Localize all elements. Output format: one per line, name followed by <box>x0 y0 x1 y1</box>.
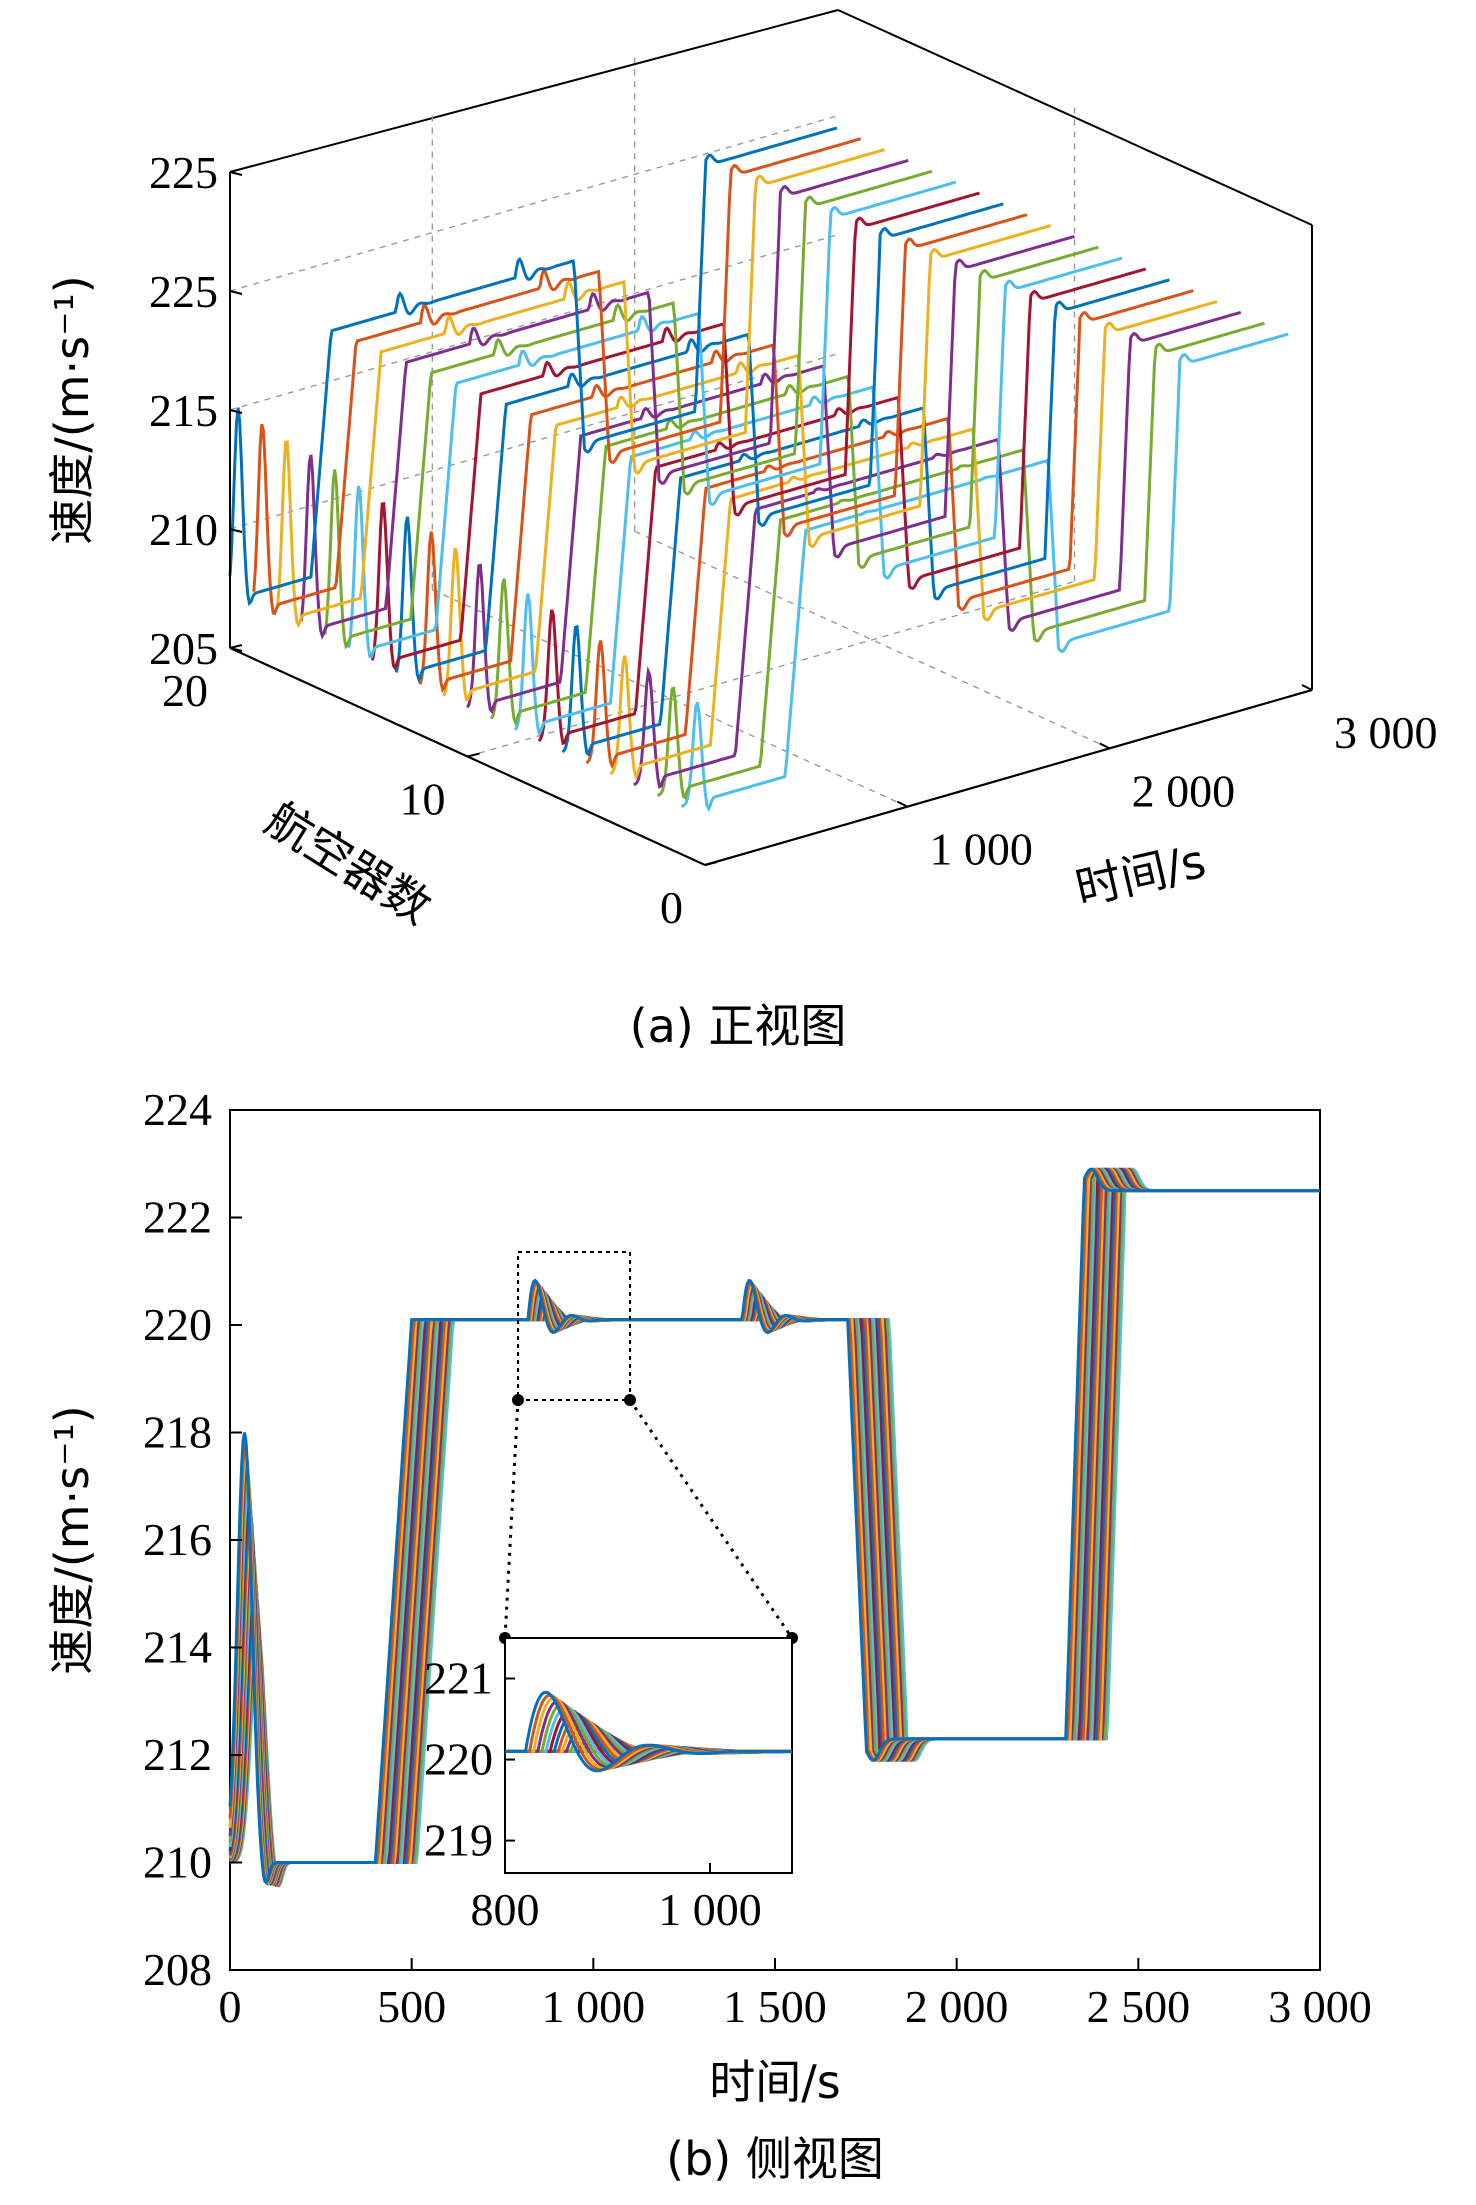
panel-a-grid-line <box>432 589 908 808</box>
inset-xtick-label: 1 000 <box>658 1884 762 1935</box>
panel-a-series-line <box>299 158 909 640</box>
inset-xtick-label: 800 <box>471 1884 540 1935</box>
panel-b-series-line <box>228 1167 1320 1885</box>
zoom-dot <box>512 1394 524 1406</box>
panel-a-ylabel: 速度/(m·s⁻¹) <box>45 275 99 545</box>
panel-b-xtick-label: 1 500 <box>723 1981 827 2032</box>
panel-a-series-line <box>228 126 838 607</box>
zoom-region-box <box>517 1251 631 1401</box>
panel-a-grid-line <box>229 115 838 292</box>
panel-a-series-line <box>252 137 862 616</box>
panel-b-ytick-label: 220 <box>143 1299 212 1350</box>
panel-a-xtick-mark <box>1301 684 1313 691</box>
panel-a-ztick-mark <box>704 861 718 866</box>
panel-a-ytick-label: 215 <box>149 385 218 436</box>
panel-a-xtick-label: 2 000 <box>1132 765 1236 816</box>
panel-a-series-lines <box>228 126 1289 813</box>
panel-a-grid-line <box>229 234 838 411</box>
panel-a-ztick-mark <box>229 644 243 649</box>
panel-b-ticks: 208 210 212 214 216 218 220 222 224 0 500 1 000 1 50… <box>143 1084 1372 2032</box>
panel-a-caption: (a) 正视图 <box>630 999 847 1053</box>
panel-a-series-line <box>418 213 1028 694</box>
panel-b-side-chart: 208 210 212 214 216 218 220 222 224 0 500 1 000 1 50… <box>45 1084 1372 2186</box>
panel-a-series-line <box>466 234 1075 714</box>
panel-b-ytick-label: 216 <box>143 1514 212 1565</box>
panel-a-ytick-mark <box>229 409 243 414</box>
panel-a-ytick-mark <box>229 290 243 295</box>
panel-a-series-line <box>442 224 1052 702</box>
zoom-connector-right <box>628 1399 794 1639</box>
panel-a-ztick-mark <box>467 752 480 758</box>
panel-b-ytick-label: 224 <box>143 1084 212 1135</box>
panel-a-grid-line <box>229 353 838 530</box>
panel-a-ytick-mark <box>229 528 243 533</box>
panel-a-series-line <box>680 332 1289 813</box>
panel-a-xtick-label: 1 000 <box>929 824 1032 875</box>
panel-a-ticks: 205 210 215 225 225 1 000 2 000 3 000 0 10 20 <box>149 147 1438 933</box>
inset-ticks: 219 220 221 800 1 000 <box>424 1653 762 1935</box>
panel-a-series-line <box>561 278 1170 757</box>
inset-ytick-label: 219 <box>424 1815 493 1866</box>
panel-b-ylabel: 速度/(m·s⁻¹) <box>45 1405 99 1675</box>
panel-a-grid-line <box>634 530 1110 749</box>
panel-b-xtick-label: 3 000 <box>1268 1981 1372 2032</box>
panel-a-xlabel: 时间/s <box>1070 834 1210 916</box>
panel-a-series-line <box>513 256 1123 737</box>
panel-a-series-line <box>276 148 885 629</box>
panel-a-ztick-label: 10 <box>400 774 446 825</box>
panel-a-series-line <box>323 169 933 650</box>
panel-a-series-line <box>609 300 1218 780</box>
zoom-dot <box>624 1394 636 1406</box>
inset-ytick-label: 220 <box>424 1734 493 1785</box>
panel-b-ytick-label: 208 <box>143 1944 212 1995</box>
panel-b-xtick-label: 0 <box>219 1981 242 2032</box>
panel-a-series-line <box>633 310 1242 789</box>
panel-a-ytick-mark <box>229 171 243 176</box>
panel-a-ytick-label: 225 <box>149 147 218 198</box>
panel-a-series-line <box>537 267 1147 746</box>
panel-b-xtick-label: 2 500 <box>1087 1981 1191 2032</box>
inset-ytick-label: 221 <box>424 1653 493 1704</box>
panel-b-ytick-label: 218 <box>143 1407 212 1458</box>
panel-b-ytick-label: 212 <box>143 1729 212 1780</box>
panel-a-3d-chart: 205 210 215 225 225 1 000 2 000 3 000 0 10 20 速度/(… <box>45 9 1438 1053</box>
panel-b-xtick-label: 500 <box>377 1981 446 2032</box>
panel-b-xtick-label: 2 000 <box>905 1981 1009 2032</box>
panel-a-grid-line <box>467 580 1075 758</box>
panel-a-ztick-label: 20 <box>162 665 208 716</box>
panel-a-xtick-mark <box>896 800 908 808</box>
panel-a-grid <box>229 55 1110 808</box>
inset-series-line <box>505 1690 792 1773</box>
panel-a-xtick-mark <box>1099 742 1111 750</box>
panel-a-ztick-label: 0 <box>660 882 683 933</box>
panel-b-xtick-label: 1 000 <box>542 1981 646 2032</box>
panel-b-caption: (b) 侧视图 <box>666 2132 884 2186</box>
panel-b-ytick-label: 222 <box>143 1192 212 1243</box>
panel-a-series-line <box>656 321 1265 800</box>
panel-b-xlabel: 时间/s <box>709 2055 840 2109</box>
panel-a-ytick-label: 225 <box>149 266 218 317</box>
panel-a-series-line <box>585 289 1194 770</box>
panel-a-xtick-label: 3 000 <box>1334 707 1438 758</box>
panel-a-ytick-label: 205 <box>149 623 218 674</box>
zoom-inset: 219 220 221 800 1 000 <box>424 1637 793 1935</box>
panel-b-ytick-label: 210 <box>143 1837 212 1888</box>
zoom-connector-left <box>503 1399 520 1639</box>
panel-b-series-lines <box>228 1167 1320 1888</box>
panel-a-series-line <box>489 245 1099 727</box>
panel-b-ytick-label: 214 <box>143 1622 212 1673</box>
panel-a-ytick-label: 210 <box>149 504 218 555</box>
inset-series-lines <box>505 1690 793 1773</box>
